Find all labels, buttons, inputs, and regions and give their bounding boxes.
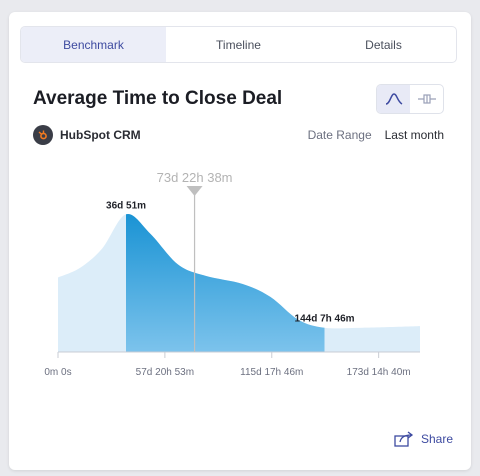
date-range: Date Range Last month (308, 128, 444, 142)
tab-bar: Benchmark Timeline Details (20, 26, 457, 63)
range-start-label: 36d 51m (106, 200, 146, 211)
benchmark-card: Benchmark Timeline Details Average Time … (9, 12, 471, 470)
tab-details[interactable]: Details (365, 37, 402, 52)
date-range-select[interactable]: Last month (384, 128, 444, 142)
source-name: HubSpot CRM (60, 128, 141, 142)
view-toggle (376, 84, 444, 114)
average-marker-label: 73d 22h 38m (157, 170, 233, 185)
highlighted-range-area (126, 214, 325, 352)
share-icon (394, 431, 414, 447)
x-tick-label: 173d 14h 40m (347, 367, 411, 378)
average-marker-arrow (186, 186, 203, 196)
range-end-label: 144d 7h 46m (295, 314, 355, 325)
curve-view-button[interactable] (377, 85, 410, 113)
curve-icon (385, 93, 402, 105)
page-title: Average Time to Close Deal (33, 88, 283, 109)
hubspot-logo (33, 125, 53, 145)
x-tick-label: 115d 17h 46m (240, 367, 303, 378)
share-label: Share (421, 432, 454, 446)
x-tick-label: 57d 20h 53m (136, 367, 194, 378)
boxplot-view-button[interactable] (410, 85, 443, 113)
tab-timeline[interactable]: Timeline (216, 37, 261, 52)
boxplot-icon (417, 94, 436, 104)
date-range-label: Date Range (307, 128, 372, 142)
x-tick-label: 0m 0s (44, 367, 71, 378)
tab-benchmark[interactable]: Benchmark (21, 27, 166, 62)
data-source: HubSpot CRM (33, 125, 141, 145)
share-button[interactable]: Share (394, 431, 453, 447)
